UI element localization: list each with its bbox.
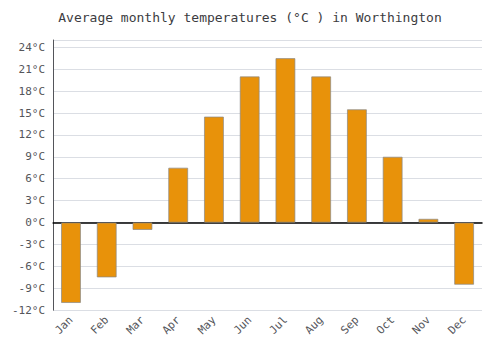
svg-text:Aug: Aug — [303, 314, 326, 337]
svg-text:0°C: 0°C — [25, 216, 45, 229]
svg-text:12°C: 12°C — [19, 128, 46, 141]
svg-text:6°C: 6°C — [25, 172, 45, 185]
svg-text:-3°C: -3°C — [19, 238, 46, 251]
svg-text:Mar: Mar — [124, 313, 147, 336]
svg-text:Dec: Dec — [446, 314, 469, 337]
svg-text:-9°C: -9°C — [19, 282, 46, 295]
svg-text:May: May — [195, 313, 218, 336]
svg-text:-12°C: -12°C — [12, 304, 45, 317]
svg-text:Average monthly temperatures (: Average monthly temperatures (°C ) in Wo… — [58, 10, 442, 25]
svg-text:Oct: Oct — [374, 314, 397, 337]
svg-text:Nov: Nov — [410, 313, 433, 336]
svg-text:Jun: Jun — [231, 314, 254, 337]
svg-text:Apr: Apr — [160, 313, 183, 336]
svg-text:-6°C: -6°C — [19, 260, 46, 273]
svg-text:18°C: 18°C — [19, 85, 46, 98]
svg-text:9°C: 9°C — [25, 150, 45, 163]
svg-text:3°C: 3°C — [25, 194, 45, 207]
svg-text:24°C: 24°C — [19, 41, 46, 54]
svg-text:Feb: Feb — [88, 314, 111, 337]
svg-text:Jan: Jan — [52, 314, 75, 337]
svg-text:21°C: 21°C — [19, 63, 46, 76]
svg-text:Jul: Jul — [267, 314, 290, 337]
svg-text:15°C: 15°C — [19, 107, 46, 120]
svg-text:Sep: Sep — [338, 314, 361, 337]
